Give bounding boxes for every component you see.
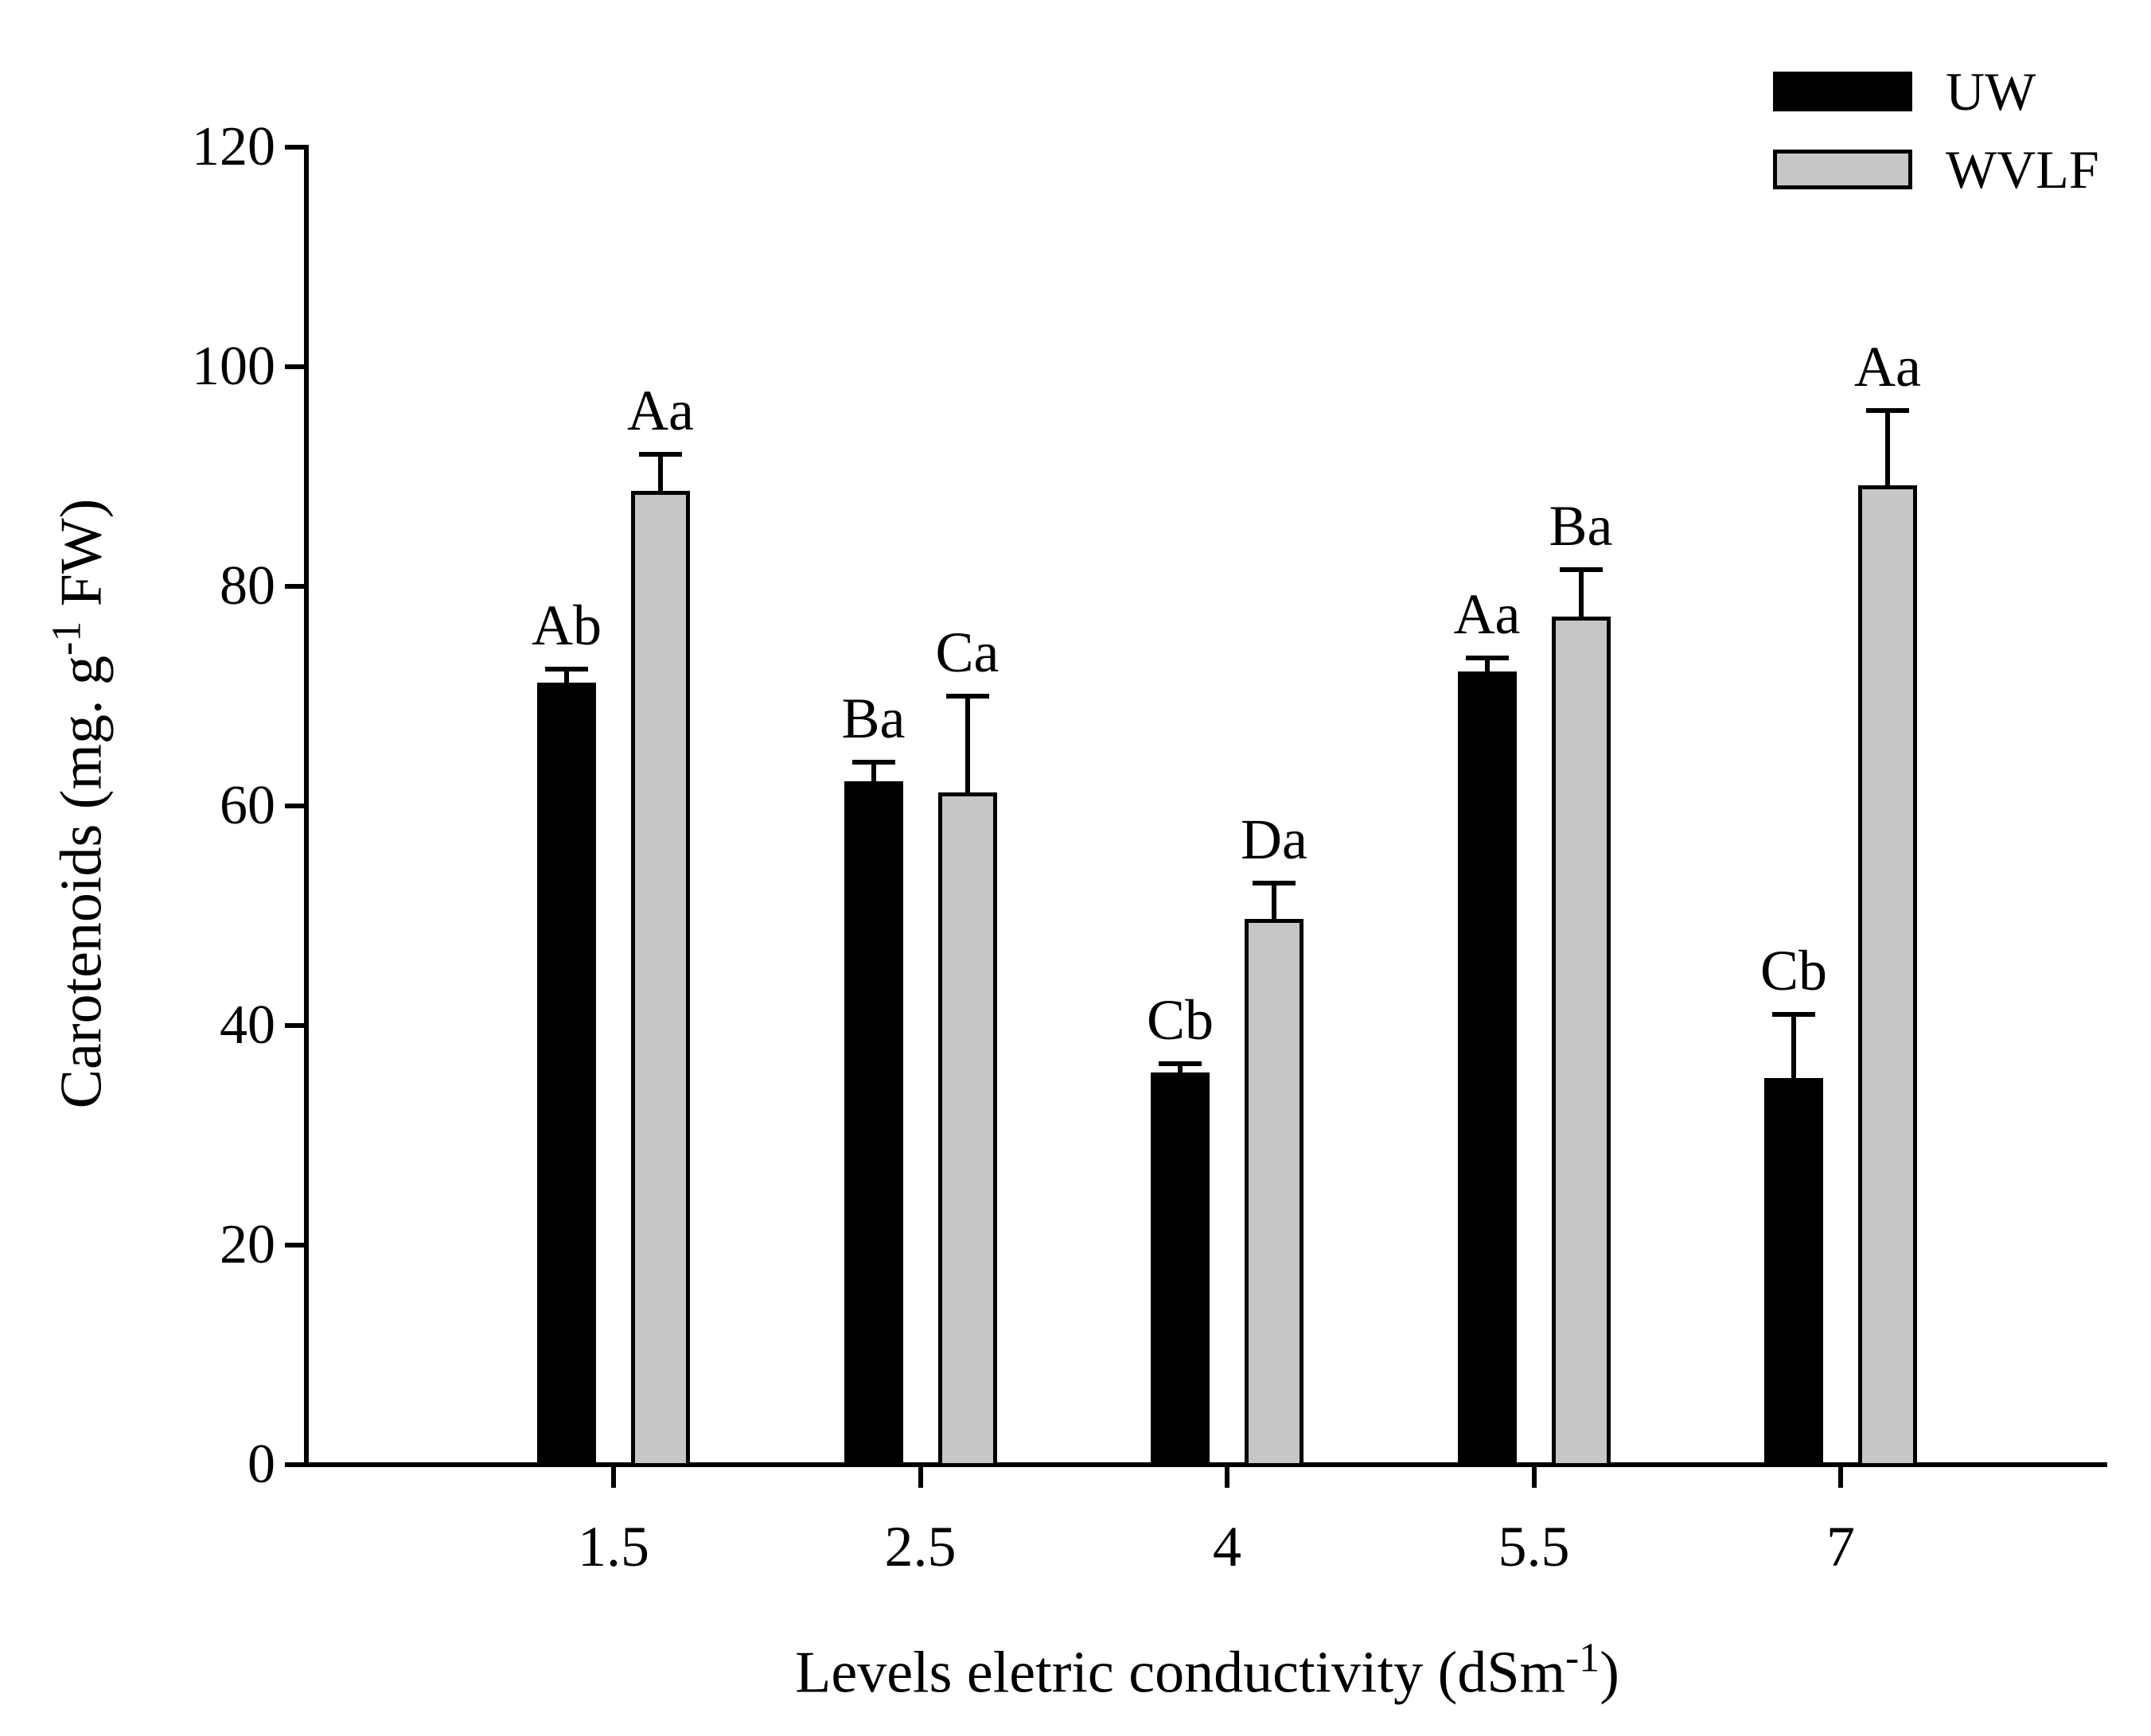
x-tick-label-1.5: 1.5 xyxy=(578,1515,649,1578)
y-tick-label-20: 20 xyxy=(220,1214,275,1275)
y-tick-mark-0 xyxy=(285,1462,304,1467)
y-tick-mark-60 xyxy=(285,804,304,808)
legend-label-wvlf: WVLF xyxy=(1946,139,2099,200)
error-bar-stem-uw-1.5 xyxy=(564,666,569,683)
sig-label-uw-1.5: Ab xyxy=(532,593,602,657)
sig-label-wvlf-4: Da xyxy=(1241,807,1307,871)
error-bar-stem-uw-5.5 xyxy=(1484,655,1490,672)
legend-swatch-wvlf xyxy=(1773,150,1912,189)
sig-label-uw-2.5: Ba xyxy=(841,686,906,750)
x-axis-title-superscript: -1 xyxy=(1565,1635,1600,1681)
sig-label-uw-7: Cb xyxy=(1759,939,1828,1003)
error-bar-cap-uw-2.5 xyxy=(851,759,895,765)
bar-uw-7 xyxy=(1764,1078,1823,1467)
x-tick-label-5.5: 5.5 xyxy=(1498,1515,1570,1578)
y-tick-mark-40 xyxy=(285,1023,304,1028)
error-bar-cap-wvlf-5.5 xyxy=(1559,567,1603,573)
bar-uw-4 xyxy=(1151,1072,1210,1467)
sig-label-wvlf-7: Aa xyxy=(1854,335,1921,399)
error-bar-stem-uw-7 xyxy=(1791,1012,1796,1078)
legend-swatch-uw xyxy=(1773,72,1912,111)
x-tick-label-2.5: 2.5 xyxy=(884,1515,957,1578)
y-tick-mark-80 xyxy=(285,584,304,589)
error-bar-stem-uw-2.5 xyxy=(871,759,876,782)
error-bar-stem-uw-4 xyxy=(1178,1061,1183,1073)
y-tick-label-60: 60 xyxy=(220,775,275,836)
error-bar-cap-uw-4 xyxy=(1159,1061,1202,1067)
x-axis-title-suffix: ) xyxy=(1600,1640,1619,1706)
y-tick-label-100: 100 xyxy=(192,336,275,397)
y-tick-label-120: 120 xyxy=(192,116,275,177)
y-axis-line xyxy=(304,145,309,1467)
x-tick-mark-2.5 xyxy=(918,1467,923,1488)
x-axis-title: Levels eletric conductivity (dSm-1) xyxy=(795,1635,1619,1707)
error-bar-cap-wvlf-7 xyxy=(1866,408,1909,414)
bar-wvlf-5.5 xyxy=(1551,617,1611,1467)
x-axis-title-text: Levels eletric conductivity (dSm xyxy=(795,1640,1566,1706)
x-tick-mark-1.5 xyxy=(611,1467,616,1488)
sig-label-wvlf-5.5: Ba xyxy=(1549,494,1613,559)
error-bar-cap-uw-7 xyxy=(1772,1012,1815,1018)
error-bar-cap-wvlf-4 xyxy=(1253,880,1296,886)
error-bar-stem-wvlf-2.5 xyxy=(964,694,970,793)
bar-uw-5.5 xyxy=(1457,671,1517,1467)
error-bar-stem-wvlf-5.5 xyxy=(1578,567,1584,617)
bar-uw-2.5 xyxy=(844,781,903,1467)
x-tick-mark-7 xyxy=(1838,1467,1843,1488)
y-tick-mark-120 xyxy=(285,145,304,150)
error-bar-stem-wvlf-1.5 xyxy=(658,452,663,491)
y-axis-title-superscript: -1 xyxy=(44,621,90,656)
bar-wvlf-2.5 xyxy=(937,792,997,1467)
y-tick-label-40: 40 xyxy=(220,995,275,1056)
sig-label-wvlf-2.5: Ca xyxy=(935,621,1000,684)
y-tick-mark-20 xyxy=(285,1243,304,1248)
x-tick-mark-5.5 xyxy=(1531,1467,1537,1488)
x-tick-label-7: 7 xyxy=(1826,1515,1855,1578)
error-bar-cap-uw-1.5 xyxy=(545,666,588,671)
bar-uw-1.5 xyxy=(537,683,596,1467)
bar-wvlf-4 xyxy=(1245,918,1303,1467)
error-bar-cap-wvlf-1.5 xyxy=(639,452,682,457)
sig-label-uw-5.5: Aa xyxy=(1453,582,1521,646)
error-bar-cap-wvlf-2.5 xyxy=(945,694,989,699)
legend-label-uw: UW xyxy=(1946,61,2036,122)
x-tick-mark-4 xyxy=(1225,1467,1229,1488)
bar-wvlf-1.5 xyxy=(631,490,690,1467)
y-tick-mark-100 xyxy=(285,364,304,369)
error-bar-cap-uw-5.5 xyxy=(1465,655,1509,660)
sig-label-wvlf-1.5: Aa xyxy=(627,379,694,443)
bar-wvlf-7 xyxy=(1858,485,1917,1467)
x-tick-label-4: 4 xyxy=(1213,1515,1241,1578)
error-bar-stem-wvlf-7 xyxy=(1885,408,1890,485)
sig-label-uw-4: Cb xyxy=(1146,988,1214,1053)
y-tick-label-0: 0 xyxy=(247,1434,275,1495)
y-tick-label-80: 80 xyxy=(220,555,275,617)
error-bar-stem-wvlf-4 xyxy=(1272,880,1276,919)
